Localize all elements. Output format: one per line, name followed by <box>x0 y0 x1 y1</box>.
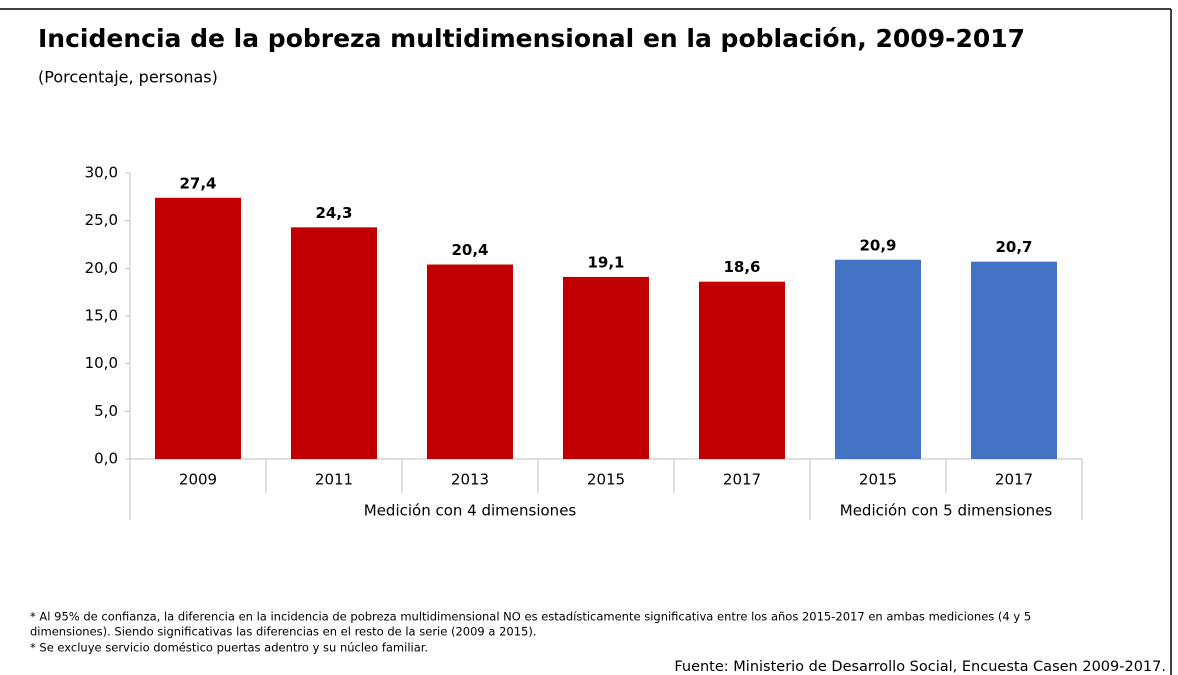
chart-title: Incidencia de la pobreza multidimensiona… <box>38 24 1025 53</box>
chart-subtitle: (Porcentaje, personas) <box>38 68 218 87</box>
value-label: 20,9 <box>859 236 896 254</box>
x-tick-label: 2013 <box>451 471 489 489</box>
footnote: * Al 95% de confianza, la diferencia en … <box>30 610 1031 624</box>
group-label: Medición con 4 dimensiones <box>364 502 577 520</box>
bar <box>563 276 649 459</box>
y-tick-label: 0,0 <box>94 450 118 468</box>
value-label: 20,4 <box>451 241 488 259</box>
bar <box>699 281 785 459</box>
bar <box>291 227 377 459</box>
bar <box>427 264 513 459</box>
group-label: Medición con 5 dimensiones <box>840 502 1053 520</box>
bar <box>835 259 921 459</box>
source: Fuente: Ministerio de Desarrollo Social,… <box>674 659 1166 675</box>
y-tick-label: 20,0 <box>85 259 118 277</box>
value-label: 19,1 <box>587 253 624 271</box>
value-label: 20,7 <box>995 238 1032 256</box>
x-tick-label: 2017 <box>723 471 761 489</box>
value-label: 18,6 <box>723 258 760 276</box>
x-tick-label: 2009 <box>179 471 217 489</box>
y-tick-label: 10,0 <box>85 354 118 372</box>
bar <box>971 261 1057 459</box>
y-tick-label: 30,0 <box>85 164 118 182</box>
y-tick-label: 15,0 <box>85 307 118 325</box>
x-tick-label: 2015 <box>859 471 897 489</box>
y-tick-label: 25,0 <box>85 211 118 229</box>
footnote: * Se excluye servicio doméstico puertas … <box>30 641 428 655</box>
x-tick-label: 2017 <box>995 471 1033 489</box>
value-label: 27,4 <box>179 174 216 192</box>
value-label: 24,3 <box>315 204 352 222</box>
x-tick-label: 2011 <box>315 471 353 489</box>
footnote: dimensiones). Siendo significativas las … <box>30 625 537 639</box>
x-tick-label: 2015 <box>587 471 625 489</box>
bar <box>155 197 241 459</box>
y-tick-label: 5,0 <box>94 402 118 420</box>
